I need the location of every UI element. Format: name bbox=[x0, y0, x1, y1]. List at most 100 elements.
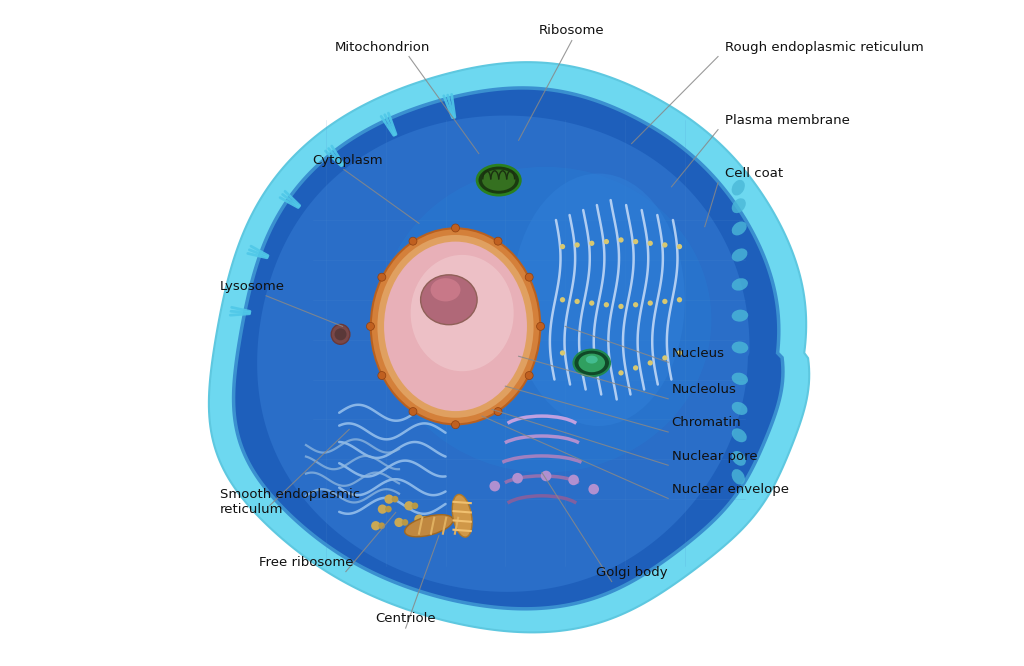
Ellipse shape bbox=[482, 170, 515, 190]
Ellipse shape bbox=[573, 350, 610, 376]
Circle shape bbox=[525, 372, 534, 380]
Circle shape bbox=[647, 360, 653, 366]
Text: Nucleus: Nucleus bbox=[672, 346, 725, 360]
Circle shape bbox=[494, 408, 502, 416]
Ellipse shape bbox=[731, 180, 744, 196]
Circle shape bbox=[604, 302, 609, 308]
Ellipse shape bbox=[732, 451, 745, 466]
Text: Nuclear envelope: Nuclear envelope bbox=[672, 483, 788, 496]
Ellipse shape bbox=[512, 174, 685, 426]
Text: Rough endoplasmic reticulum: Rough endoplasmic reticulum bbox=[725, 41, 924, 54]
Circle shape bbox=[394, 517, 403, 527]
Circle shape bbox=[663, 355, 668, 360]
Ellipse shape bbox=[732, 198, 745, 213]
Circle shape bbox=[378, 273, 386, 281]
Circle shape bbox=[560, 297, 565, 302]
Circle shape bbox=[415, 514, 424, 523]
Text: Cytoplasm: Cytoplasm bbox=[312, 154, 383, 167]
Circle shape bbox=[378, 504, 387, 513]
Text: Free ribosome: Free ribosome bbox=[259, 556, 353, 569]
Circle shape bbox=[452, 421, 460, 429]
Circle shape bbox=[647, 300, 653, 306]
Text: Golgi body: Golgi body bbox=[596, 566, 668, 579]
Ellipse shape bbox=[371, 228, 541, 424]
PathPatch shape bbox=[209, 62, 809, 632]
Ellipse shape bbox=[331, 324, 350, 344]
PathPatch shape bbox=[257, 115, 750, 592]
Ellipse shape bbox=[732, 428, 746, 442]
Ellipse shape bbox=[732, 248, 748, 262]
Text: Cell coat: Cell coat bbox=[725, 167, 782, 180]
Ellipse shape bbox=[404, 515, 453, 537]
Circle shape bbox=[512, 473, 523, 484]
Ellipse shape bbox=[732, 402, 748, 415]
Circle shape bbox=[560, 350, 565, 356]
Circle shape bbox=[633, 365, 638, 370]
Circle shape bbox=[371, 521, 380, 530]
Ellipse shape bbox=[379, 167, 712, 473]
Circle shape bbox=[367, 322, 375, 330]
Circle shape bbox=[618, 304, 624, 309]
Circle shape bbox=[541, 471, 551, 482]
Ellipse shape bbox=[477, 165, 520, 195]
Ellipse shape bbox=[732, 342, 749, 354]
Circle shape bbox=[633, 239, 638, 244]
Ellipse shape bbox=[378, 235, 534, 418]
Text: Centriole: Centriole bbox=[376, 613, 436, 625]
Circle shape bbox=[392, 496, 398, 502]
Circle shape bbox=[677, 350, 682, 356]
Ellipse shape bbox=[335, 328, 346, 340]
Circle shape bbox=[384, 494, 393, 503]
Text: Lysosome: Lysosome bbox=[219, 280, 285, 293]
Circle shape bbox=[589, 484, 599, 494]
Text: Nuclear pore: Nuclear pore bbox=[672, 450, 757, 463]
Text: Nucleolus: Nucleolus bbox=[672, 383, 736, 396]
Circle shape bbox=[489, 481, 500, 492]
Ellipse shape bbox=[430, 278, 461, 302]
Circle shape bbox=[574, 242, 580, 248]
Circle shape bbox=[604, 239, 609, 244]
Circle shape bbox=[494, 237, 502, 245]
Ellipse shape bbox=[732, 221, 746, 236]
Circle shape bbox=[409, 408, 417, 416]
Circle shape bbox=[379, 522, 385, 529]
Circle shape bbox=[633, 302, 638, 308]
Circle shape bbox=[618, 237, 624, 242]
Circle shape bbox=[568, 475, 579, 486]
PathPatch shape bbox=[233, 88, 783, 609]
Circle shape bbox=[385, 505, 392, 512]
Ellipse shape bbox=[732, 278, 748, 290]
Ellipse shape bbox=[586, 356, 598, 364]
Circle shape bbox=[409, 237, 417, 245]
Circle shape bbox=[537, 322, 545, 330]
Circle shape bbox=[663, 299, 668, 304]
Ellipse shape bbox=[732, 372, 748, 385]
Text: Chromatin: Chromatin bbox=[672, 416, 741, 430]
Circle shape bbox=[589, 300, 594, 306]
Ellipse shape bbox=[579, 354, 605, 372]
Circle shape bbox=[604, 365, 609, 370]
Circle shape bbox=[647, 240, 653, 246]
Ellipse shape bbox=[384, 242, 527, 411]
Circle shape bbox=[422, 515, 428, 522]
Text: Mitochondrion: Mitochondrion bbox=[335, 41, 430, 54]
Circle shape bbox=[378, 372, 386, 380]
Ellipse shape bbox=[411, 255, 514, 371]
Circle shape bbox=[574, 299, 580, 304]
Circle shape bbox=[663, 242, 668, 248]
Circle shape bbox=[677, 297, 682, 302]
Circle shape bbox=[677, 244, 682, 249]
Circle shape bbox=[525, 273, 534, 281]
Circle shape bbox=[589, 240, 594, 246]
Ellipse shape bbox=[453, 494, 472, 537]
Text: Smooth endoplasmic
reticulum: Smooth endoplasmic reticulum bbox=[219, 488, 359, 515]
Text: Plasma membrane: Plasma membrane bbox=[725, 114, 850, 127]
Circle shape bbox=[401, 519, 409, 525]
Circle shape bbox=[589, 360, 594, 366]
Circle shape bbox=[560, 244, 565, 249]
Ellipse shape bbox=[732, 310, 749, 322]
Circle shape bbox=[618, 370, 624, 376]
Circle shape bbox=[574, 355, 580, 360]
Text: Ribosome: Ribosome bbox=[539, 24, 604, 37]
Circle shape bbox=[404, 501, 414, 510]
